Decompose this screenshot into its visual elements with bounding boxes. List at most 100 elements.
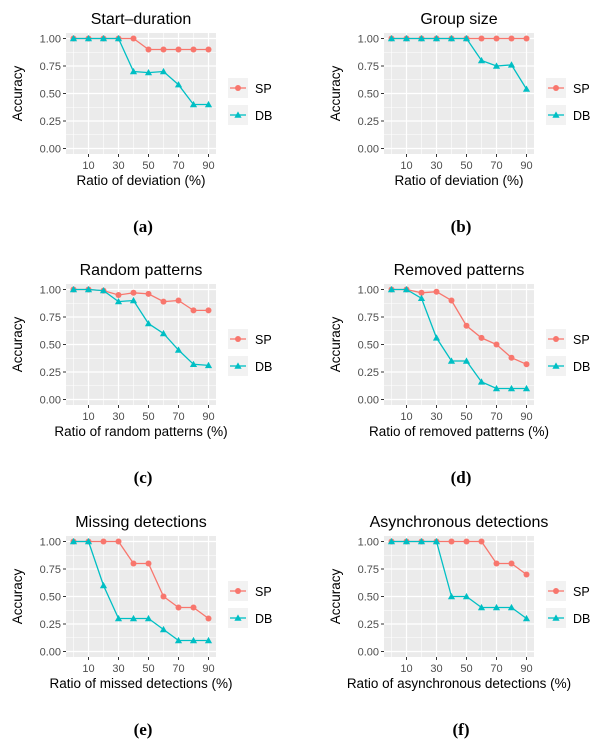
- data-point-db: [159, 67, 168, 75]
- data-point-db: [387, 285, 396, 293]
- series-sp: [70, 286, 212, 314]
- data-point-db: [204, 636, 213, 644]
- data-point-db: [129, 67, 138, 75]
- chart-title: Asynchronous detections: [370, 514, 549, 531]
- data-point-db: [69, 537, 78, 545]
- y-tick-label: 1.00: [358, 34, 379, 46]
- chart-title: Removed patterns: [394, 262, 525, 279]
- x-tick-label: 90: [202, 663, 214, 675]
- chart-panel-e: Missing detections 0.00 0.25 0.50 0.75 1.00 10…: [10, 514, 272, 739]
- y-axis-label: Accuracy: [10, 316, 25, 372]
- data-point-sp: [130, 35, 137, 42]
- chart-panel-f: Asynchronous detections 0.00 0.25 0.50 0.75 1…: [328, 514, 590, 739]
- data-point-db: [432, 537, 441, 545]
- data-point-db: [69, 285, 78, 293]
- data-point-sp: [190, 604, 197, 611]
- data-point-sp: [523, 35, 530, 42]
- data-point-sp: [190, 46, 197, 53]
- y-tick-label: 0.25: [358, 367, 379, 379]
- chart-title: Missing detections: [75, 514, 207, 531]
- data-point-sp: [508, 35, 515, 42]
- y-tick-label: 0.00: [40, 647, 61, 659]
- legend-key-marker: [234, 362, 242, 369]
- data-point-db: [204, 100, 213, 108]
- data-point-sp: [160, 46, 167, 53]
- data-point-db: [159, 625, 168, 633]
- data-point-db: [84, 537, 93, 545]
- data-point-db: [402, 537, 411, 545]
- y-tick-label: 1.00: [40, 537, 61, 549]
- data-point-db: [522, 614, 531, 622]
- data-point-db: [447, 592, 456, 600]
- data-point-db: [432, 334, 441, 341]
- data-point-sp: [478, 334, 485, 341]
- data-point-sp: [205, 615, 212, 622]
- y-tick-label: 1.00: [358, 537, 379, 549]
- y-tick-label: 1.00: [40, 285, 61, 297]
- data-point-db: [492, 62, 501, 69]
- legend-label: DB: [573, 360, 590, 374]
- data-point-sp: [115, 292, 122, 298]
- x-tick-label: 90: [520, 411, 532, 423]
- panel-caption: (f): [453, 720, 470, 739]
- data-point-db: [462, 34, 471, 42]
- data-point-sp: [523, 571, 530, 578]
- data-point-sp: [175, 46, 182, 53]
- x-tick-label: 70: [172, 411, 184, 423]
- y-tick-label: 0.00: [358, 144, 379, 156]
- x-tick-label: 30: [112, 160, 124, 172]
- chart-title: Random patterns: [80, 262, 203, 279]
- data-point-db: [402, 34, 411, 42]
- x-tick-label: 90: [520, 663, 532, 675]
- series-db: [69, 285, 213, 369]
- legend-label: DB: [573, 109, 590, 123]
- legend-label: DB: [255, 360, 272, 374]
- data-point-db: [492, 384, 501, 392]
- data-point-sp: [508, 354, 515, 361]
- data-point-db: [417, 294, 426, 301]
- panel-caption: (b): [451, 217, 472, 236]
- panel-caption: (a): [133, 217, 153, 236]
- y-tick-label: 0.75: [40, 564, 61, 576]
- chart-panel-d: Removed patterns 0.00 0.25 0.50 0.75 1.00 10 30…: [328, 262, 590, 487]
- legend-label: DB: [255, 109, 272, 123]
- data-point-sp: [175, 297, 182, 304]
- series-line-db: [73, 288, 209, 367]
- series-sp: [70, 538, 212, 622]
- data-point-db: [159, 329, 168, 337]
- series-line-db: [391, 540, 527, 620]
- legend-key-marker: [553, 588, 559, 594]
- x-tick-label: 10: [82, 411, 94, 423]
- series-db: [69, 537, 213, 644]
- legend-key-marker: [235, 85, 241, 91]
- series-db: [387, 285, 531, 392]
- series-line-db: [391, 37, 528, 90]
- panel-caption: (e): [134, 720, 153, 739]
- y-tick-label: 0.50: [40, 89, 61, 101]
- x-axis-label: Ratio of removed patterns (%): [369, 424, 549, 439]
- data-point-db: [189, 100, 198, 108]
- series-line-db: [73, 540, 209, 642]
- chart-title: Group size: [420, 11, 497, 28]
- series-line-sp: [391, 288, 527, 365]
- data-point-db: [387, 537, 396, 545]
- data-point-db: [144, 320, 153, 327]
- legend-key-marker: [553, 85, 559, 91]
- data-point-sp: [493, 560, 500, 567]
- data-point-db: [522, 85, 531, 92]
- data-point-sp: [478, 35, 485, 42]
- data-point-db: [99, 581, 108, 589]
- legend-key-marker: [234, 614, 242, 621]
- data-point-db: [462, 592, 471, 600]
- y-tick-label: 0.75: [40, 312, 61, 324]
- data-point-sp: [448, 538, 455, 545]
- data-point-db: [189, 636, 198, 644]
- x-tick-label: 70: [490, 663, 502, 675]
- x-tick-label: 70: [490, 160, 502, 172]
- y-axis-label: Accuracy: [10, 568, 25, 624]
- x-tick-label: 30: [430, 160, 442, 172]
- data-point-db: [129, 296, 138, 304]
- y-tick-label: 0.00: [40, 144, 61, 156]
- y-tick-label: 0.25: [358, 116, 379, 128]
- x-tick-label: 30: [430, 411, 442, 423]
